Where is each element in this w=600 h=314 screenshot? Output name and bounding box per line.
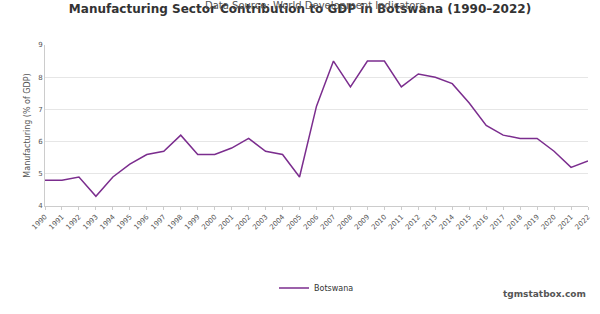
svg-text:1997: 1997 xyxy=(149,213,167,231)
svg-text:9: 9 xyxy=(38,41,42,49)
svg-text:1994: 1994 xyxy=(99,213,118,232)
svg-text:tgmstatbox.com: tgmstatbox.com xyxy=(503,289,586,299)
svg-text:2009: 2009 xyxy=(353,213,371,231)
svg-text:6: 6 xyxy=(38,138,43,146)
svg-text:2002: 2002 xyxy=(234,213,252,231)
svg-text:2012: 2012 xyxy=(404,213,422,231)
svg-text:Manufacturing (% of GDP): Manufacturing (% of GDP) xyxy=(23,73,32,177)
svg-text:1998: 1998 xyxy=(166,213,184,231)
svg-text:2004: 2004 xyxy=(268,213,287,232)
svg-text:1990: 1990 xyxy=(31,213,49,231)
svg-text:2007: 2007 xyxy=(319,213,337,231)
svg-text:2003: 2003 xyxy=(251,213,269,231)
svg-text:2017: 2017 xyxy=(489,213,507,231)
svg-text:2021: 2021 xyxy=(557,213,575,231)
svg-text:7: 7 xyxy=(38,106,42,114)
svg-text:2005: 2005 xyxy=(285,213,303,231)
svg-text:2008: 2008 xyxy=(336,213,354,231)
svg-text:Botswana: Botswana xyxy=(314,284,353,293)
svg-text:2006: 2006 xyxy=(302,213,321,232)
svg-text:1991: 1991 xyxy=(48,213,66,231)
svg-text:8: 8 xyxy=(38,74,42,82)
svg-text:2016: 2016 xyxy=(472,213,491,232)
svg-text:2018: 2018 xyxy=(506,213,524,231)
svg-text:Manufacturing Sector Contribut: Manufacturing Sector Contribution to GDP… xyxy=(69,2,531,16)
svg-text:1993: 1993 xyxy=(82,213,100,231)
svg-text:1996: 1996 xyxy=(132,213,151,232)
svg-text:2013: 2013 xyxy=(421,213,439,231)
svg-text:2022: 2022 xyxy=(574,213,592,231)
svg-text:1999: 1999 xyxy=(183,213,201,231)
svg-text:2000: 2000 xyxy=(200,213,218,231)
svg-text:4: 4 xyxy=(38,202,43,210)
svg-text:5: 5 xyxy=(38,170,42,178)
svg-text:2010: 2010 xyxy=(370,213,388,231)
svg-text:1992: 1992 xyxy=(65,213,83,231)
svg-text:1995: 1995 xyxy=(115,213,133,231)
svg-text:2020: 2020 xyxy=(540,213,558,231)
svg-text:2019: 2019 xyxy=(523,213,541,231)
svg-text:2011: 2011 xyxy=(387,213,405,231)
svg-text:2001: 2001 xyxy=(217,213,235,231)
svg-text:2015: 2015 xyxy=(455,213,473,231)
svg-text:Data Source: World Development: Data Source: World Development Indicator… xyxy=(205,0,428,11)
svg-text:2014: 2014 xyxy=(438,213,457,232)
